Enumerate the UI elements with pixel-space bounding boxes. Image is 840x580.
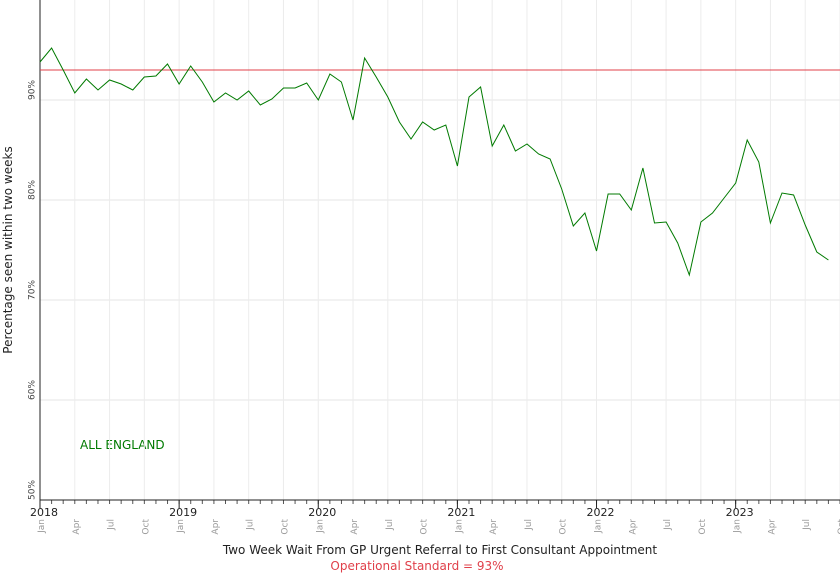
reference-label: Operational Standard = 93% bbox=[330, 559, 503, 573]
y-tick-label: 90% bbox=[28, 80, 38, 100]
x-tick-label: Oct bbox=[280, 519, 290, 535]
x-tick-label: Apr bbox=[350, 519, 360, 535]
x-tick-label: Jan bbox=[733, 519, 743, 534]
x-tick-label: Jan bbox=[594, 519, 604, 534]
annotation: ALL ENGLAND bbox=[80, 438, 165, 452]
x-tick-label: Jul bbox=[802, 519, 812, 531]
y-tick-label: 70% bbox=[28, 280, 38, 300]
x-year-label: 2018 bbox=[30, 506, 58, 519]
x-tick-label: Oct bbox=[698, 519, 708, 535]
x-tick-label: Oct bbox=[420, 519, 430, 535]
y-tick-label: 50% bbox=[28, 480, 38, 500]
x-tick-label: Apr bbox=[211, 519, 221, 535]
x-tick-label: Jan bbox=[176, 519, 186, 534]
x-tick-label: Oct bbox=[837, 519, 840, 535]
x-tick-label: Jan bbox=[37, 519, 47, 534]
x-tick-label: Apr bbox=[489, 519, 499, 535]
y-tick-label: 80% bbox=[28, 180, 38, 200]
x-tick-label: Apr bbox=[628, 519, 638, 535]
x-tick-label: Oct bbox=[559, 519, 569, 535]
y-axis-title: Percentage seen within two weeks bbox=[1, 146, 15, 353]
x-year-label: 2022 bbox=[587, 506, 615, 519]
x-tick-label: Oct bbox=[141, 519, 151, 535]
x-tick-label: Jul bbox=[246, 519, 256, 531]
x-axis-title: Two Week Wait From GP Urgent Referral to… bbox=[222, 543, 658, 557]
x-tick-label: Jul bbox=[385, 519, 395, 531]
x-tick-label: Jul bbox=[107, 519, 117, 531]
x-tick-label: Jan bbox=[454, 519, 464, 534]
x-year-label: 2023 bbox=[726, 506, 754, 519]
x-tick-label: Jul bbox=[524, 519, 534, 531]
data-line bbox=[39, 47, 829, 277]
x-year-label: 2020 bbox=[308, 506, 336, 519]
x-tick-label: Apr bbox=[767, 519, 777, 535]
x-year-label: 2021 bbox=[447, 506, 475, 519]
y-tick-label: 60% bbox=[28, 380, 38, 400]
x-year-label: 2019 bbox=[169, 506, 197, 519]
x-tick-label: Jan bbox=[315, 519, 325, 534]
x-tick-label: Apr bbox=[72, 519, 82, 535]
x-tick-label: Jul bbox=[663, 519, 673, 531]
